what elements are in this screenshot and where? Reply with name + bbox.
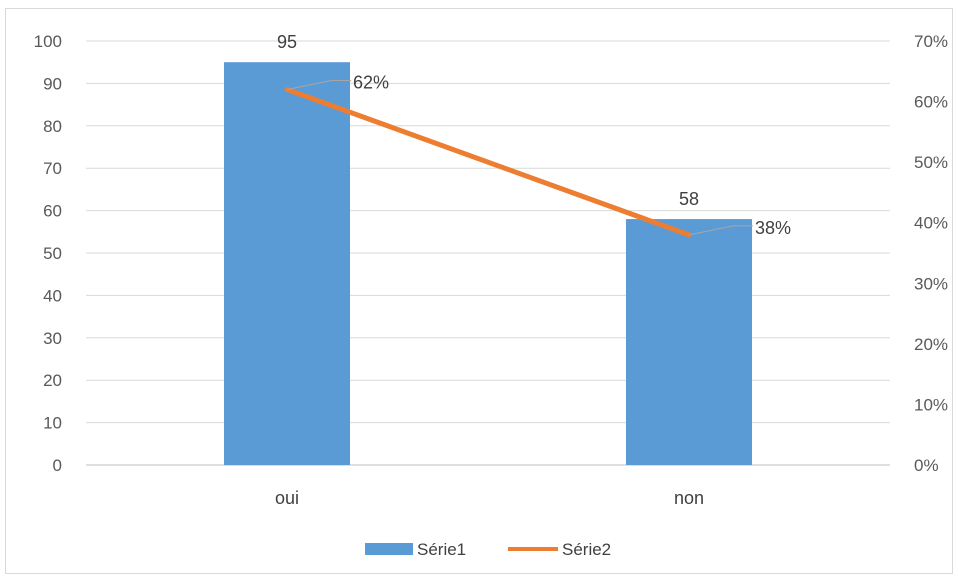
left-tick-label: 90 (43, 74, 62, 93)
left-tick-label: 20 (43, 371, 62, 390)
line-value-label: 62% (353, 72, 389, 92)
bar-value-label: 58 (679, 189, 699, 209)
left-tick-label: 50 (43, 244, 62, 263)
right-tick-label: 30% (914, 274, 948, 293)
legend: Série1 Série2 (365, 540, 611, 559)
bar (626, 219, 752, 465)
right-tick-label: 40% (914, 214, 948, 233)
right-tick-label: 10% (914, 395, 948, 414)
left-tick-label: 0 (53, 456, 62, 475)
leader-line (286, 79, 351, 90)
left-tick-label: 80 (43, 117, 62, 136)
data-labels: 95 58 62% 38% (277, 32, 791, 238)
left-tick-label: 70 (43, 159, 62, 178)
right-tick-label: 0% (914, 456, 939, 475)
category-label: non (674, 488, 704, 508)
right-tick-label: 70% (914, 32, 948, 51)
chart-frame (5, 8, 953, 574)
left-tick-label: 30 (43, 329, 62, 348)
right-tick-label: 60% (914, 93, 948, 112)
leader-line (688, 225, 753, 236)
category-axis-labels: oui non (275, 488, 704, 508)
line-series (284, 86, 692, 238)
left-tick-label: 60 (43, 202, 62, 221)
bar (224, 62, 350, 465)
right-axis-ticks: 0% 10% 20% 30% 40% 50% 60% 70% (914, 32, 948, 475)
label-leader-lines (286, 79, 753, 236)
category-label: oui (275, 488, 299, 508)
left-tick-label: 10 (43, 414, 62, 433)
legend-label: Série2 (562, 540, 611, 559)
gridlines (86, 40, 890, 466)
bar-value-label: 95 (277, 32, 297, 52)
bar-series (224, 62, 752, 465)
right-tick-label: 20% (914, 335, 948, 354)
line-value-label: 38% (755, 218, 791, 238)
legend-label: Série1 (417, 540, 466, 559)
right-tick-label: 50% (914, 153, 948, 172)
left-tick-label: 100 (34, 32, 62, 51)
legend-swatch-bar (365, 543, 413, 555)
left-tick-label: 40 (43, 286, 62, 305)
line-path (284, 86, 692, 238)
left-axis-ticks: 0 10 20 30 40 50 60 70 80 90 100 (34, 32, 62, 475)
